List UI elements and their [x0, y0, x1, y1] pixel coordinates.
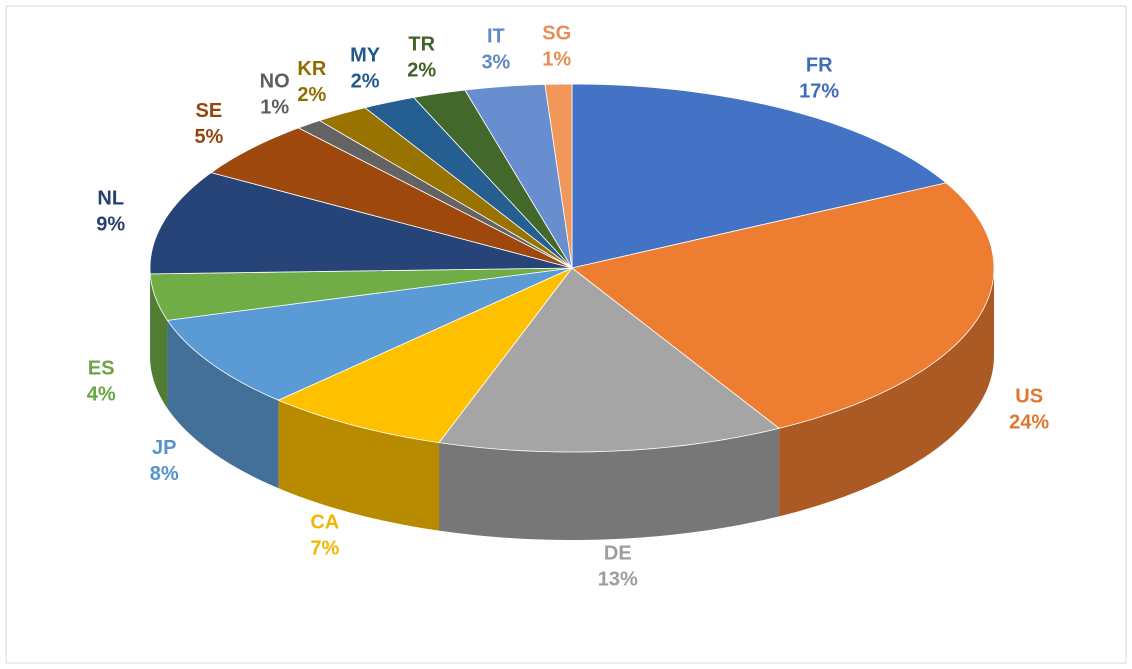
category-label: CA	[310, 511, 339, 533]
category-label: TR	[408, 34, 435, 56]
value-label: 1%	[260, 97, 289, 119]
category-label: ES	[88, 358, 115, 380]
slice-side	[167, 320, 279, 489]
category-label: US	[1015, 385, 1043, 407]
slice	[166, 267, 573, 401]
category-label: KR	[297, 58, 326, 80]
value-label: 8%	[150, 463, 179, 485]
category-label: NL	[97, 187, 124, 209]
value-label: 17%	[799, 80, 839, 102]
category-label: JP	[152, 437, 176, 459]
slice	[318, 107, 573, 269]
slice-side	[779, 268, 994, 517]
category-label: IT	[487, 25, 505, 47]
category-label: SE	[196, 100, 223, 122]
value-label: 4%	[87, 384, 116, 406]
value-label: 2%	[297, 84, 326, 106]
value-label: 24%	[1009, 411, 1049, 433]
value-label: 1%	[542, 49, 571, 71]
slice	[210, 127, 573, 269]
value-label: 13%	[598, 568, 638, 590]
slice-side	[150, 273, 168, 409]
slice	[277, 267, 573, 444]
category-label: DE	[604, 542, 632, 564]
category-label: FR	[806, 54, 833, 76]
value-label: 3%	[481, 51, 510, 73]
slice	[149, 267, 573, 321]
slice	[544, 83, 573, 269]
value-label: 2%	[407, 60, 436, 82]
slice	[364, 97, 573, 269]
slice	[571, 83, 948, 269]
value-label: 9%	[96, 213, 125, 235]
slice	[571, 182, 995, 429]
slice	[412, 89, 573, 269]
slice	[464, 83, 573, 269]
slice	[149, 172, 573, 275]
value-label: 7%	[310, 537, 339, 559]
slice-side	[439, 428, 780, 540]
value-label: 2%	[351, 70, 380, 92]
slice-side	[278, 400, 440, 531]
category-label: NO	[260, 71, 290, 93]
category-label: SG	[542, 23, 571, 45]
category-label: MY	[350, 44, 381, 66]
slice	[438, 267, 780, 453]
value-label: 5%	[194, 126, 223, 148]
